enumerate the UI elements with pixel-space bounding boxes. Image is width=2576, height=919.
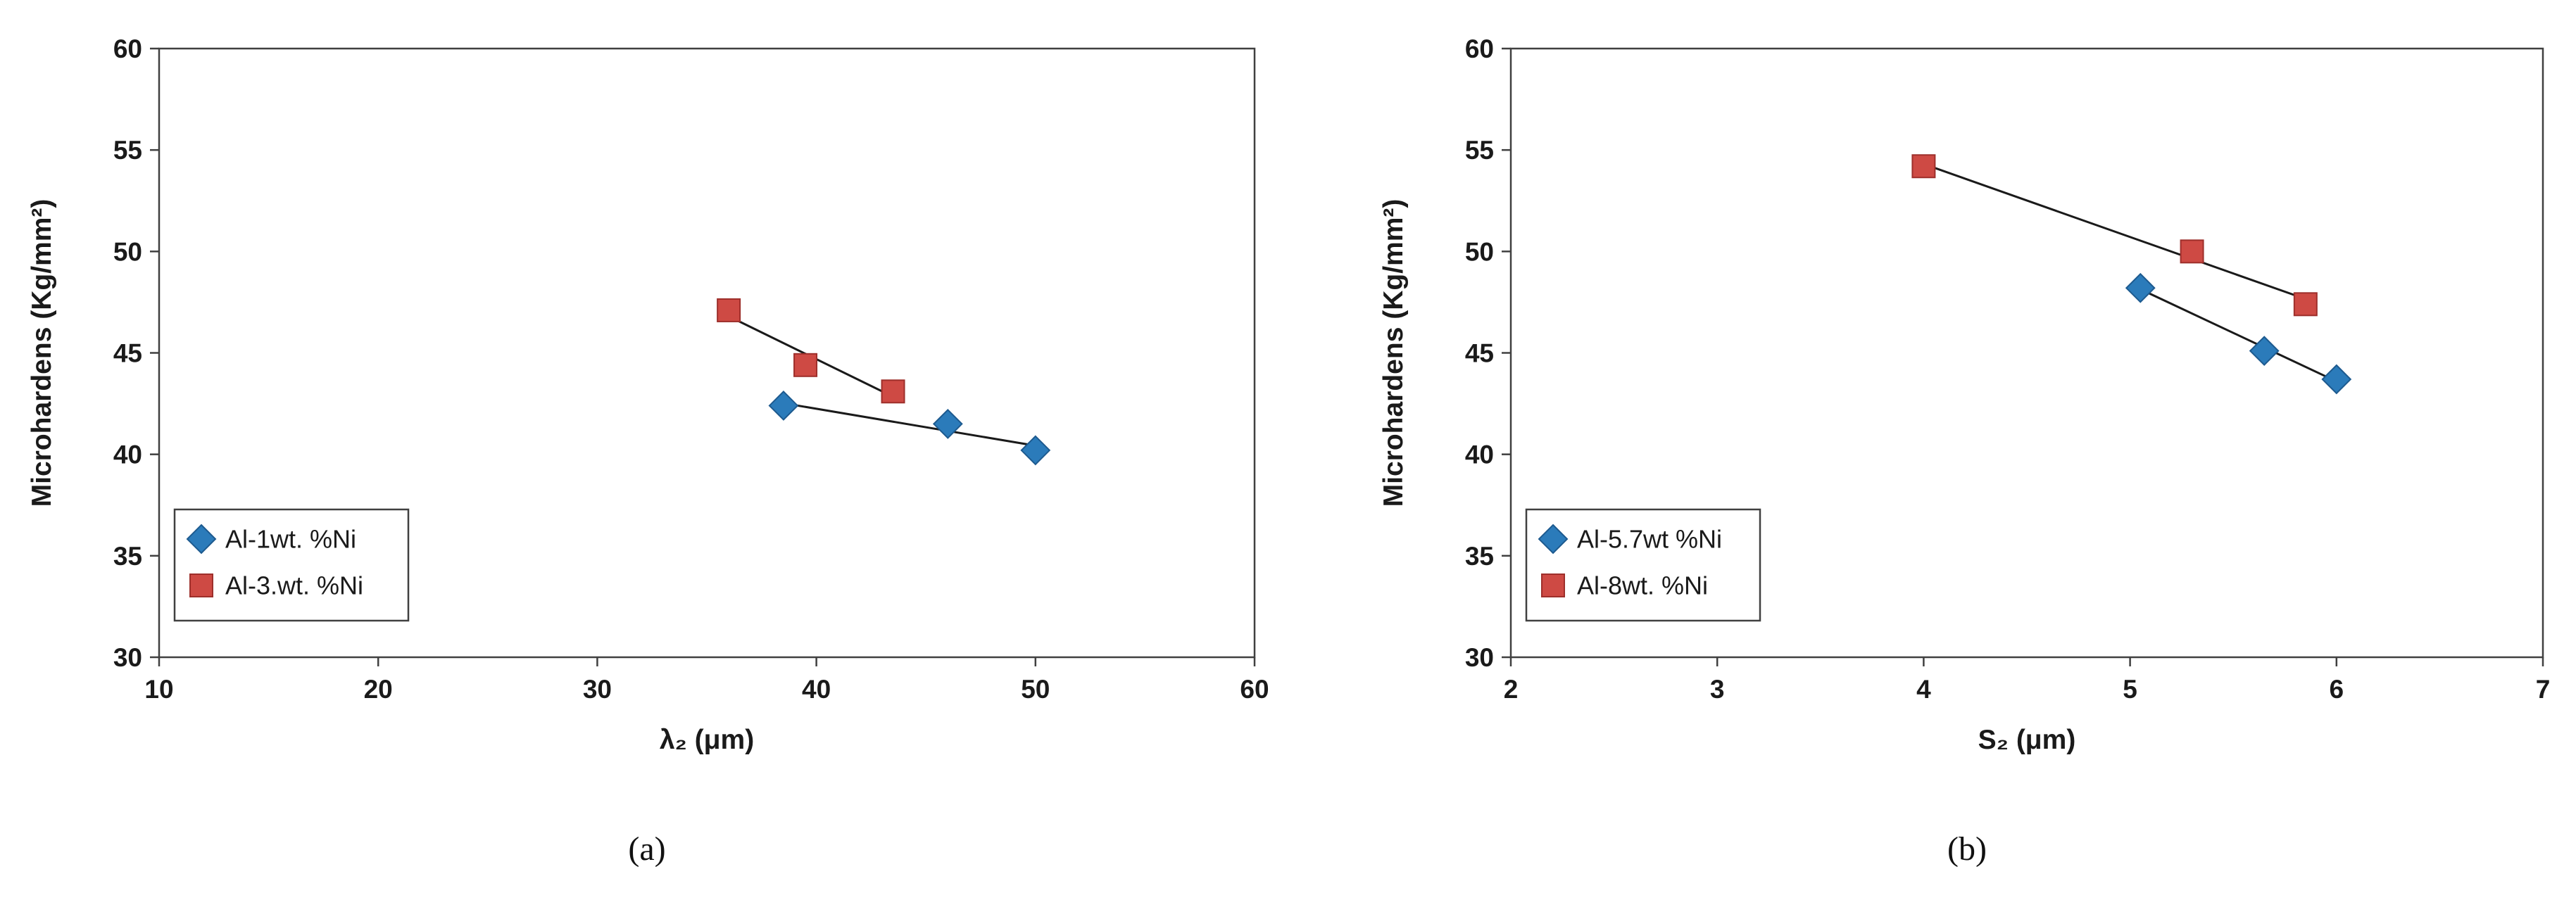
legend-label: Al-8wt. %Ni: [1577, 571, 1708, 600]
x-tick-label: 30: [583, 675, 612, 704]
y-tick-label: 35: [1465, 542, 1494, 571]
y-tick-label: 35: [113, 542, 142, 571]
data-point-diamond: [2321, 364, 2352, 395]
chart-b-caption: (b): [1947, 830, 1987, 868]
legend-label: Al-3.wt. %Ni: [225, 571, 363, 600]
trendline: [2140, 288, 2337, 383]
y-tick-label: 60: [1465, 34, 1494, 63]
x-tick-label: 7: [2536, 675, 2551, 704]
x-tick-label: 50: [1021, 675, 1050, 704]
legend-label: Al-1wt. %Ni: [225, 525, 356, 554]
data-point-diamond: [932, 409, 963, 439]
chart-b-canvas: 30 35 40 45 50 55 60 2 3 4 5 6 7 S₂ (μm) Microhardens …: [1369, 10, 2565, 773]
data-point-diamond: [2249, 336, 2280, 367]
data-point-square: [189, 573, 213, 597]
data-point-square: [1541, 573, 1565, 597]
data-point-square: [2180, 239, 2204, 264]
legend-box: [1525, 508, 1761, 622]
x-tick-label: 2: [1504, 675, 1519, 704]
x-tick-label: 4: [1916, 675, 1931, 704]
data-point-square: [793, 353, 818, 377]
data-point-diamond: [1020, 435, 1051, 466]
x-tick-label: 40: [802, 675, 831, 704]
series: [1911, 154, 2318, 317]
x-axis: 2 3 4 5 6 7: [1504, 657, 2551, 704]
y-tick-label: 55: [113, 136, 142, 165]
chart-b: 30 35 40 45 50 55 60 2 3 4 5 6 7 S₂ (μm) Microhardens …: [1369, 10, 2565, 866]
x-axis-title: S₂ (μm): [1978, 725, 2076, 755]
x-tick-label: 60: [1240, 675, 1269, 704]
y-tick-label: 45: [113, 338, 142, 367]
y-tick-label: 40: [113, 441, 142, 469]
y-tick-label: 30: [113, 643, 142, 672]
legend: Al-1wt. %Ni Al-3.wt. %Ni: [173, 508, 410, 622]
data-point-diamond: [768, 391, 799, 421]
x-tick-label: 6: [2330, 675, 2344, 704]
legend-label: Al-5.7wt %Ni: [1577, 525, 1722, 554]
data-point-diamond: [2125, 272, 2156, 303]
y-tick-label: 40: [1465, 441, 1494, 469]
y-tick-label: 50: [1465, 237, 1494, 266]
y-tick-label: 55: [1465, 136, 1494, 165]
legend-box: [173, 508, 410, 622]
x-tick-label: 20: [364, 675, 393, 704]
x-axis: 10 20 30 40 50 60: [144, 657, 1269, 704]
chart-a-canvas: 30 35 40 45 50 55 60 10 20 30 40 50 60 λ₂ (μm) Microha…: [17, 10, 1277, 773]
x-tick-label: 10: [144, 675, 173, 704]
data-point-diamond: [1538, 524, 1569, 554]
x-axis-title: λ₂ (μm): [660, 725, 754, 755]
y-tick-label: 50: [113, 237, 142, 266]
data-point-square: [881, 379, 905, 404]
charts-row: 30 35 40 45 50 55 60 10 20 30 40 50 60 λ₂ (μm) Microha…: [17, 10, 2576, 866]
x-tick-label: 3: [1710, 675, 1725, 704]
trendline: [1923, 163, 2306, 300]
series: [768, 391, 1051, 466]
y-tick-label: 30: [1465, 643, 1494, 672]
legend: Al-5.7wt %Ni Al-8wt. %Ni: [1525, 508, 1761, 622]
chart-a-caption: (a): [628, 830, 666, 868]
legend-entry: Al-3.wt. %Ni: [189, 571, 363, 600]
x-tick-label: 5: [2123, 675, 2137, 704]
legend-entry: Al-8wt. %Ni: [1541, 571, 1708, 600]
legend-entry: Al-5.7wt %Ni: [1538, 524, 1722, 554]
y-axis: 30 35 40 45 50 55 60: [113, 34, 159, 672]
data-point-square: [717, 298, 741, 322]
chart-a: 30 35 40 45 50 55 60 10 20 30 40 50 60 λ₂ (μm) Microha…: [17, 10, 1277, 866]
y-axis-title: Microhardens (Kg/mm²): [27, 199, 57, 507]
data-point-square: [1911, 154, 1936, 179]
data-point-square: [2293, 292, 2318, 317]
series: [2125, 272, 2352, 395]
chart-svg: 30 35 40 45 50 55 60 10 20 30 40 50 60 λ₂ (μm) Microha…: [27, 34, 1269, 755]
legend-entry: Al-1wt. %Ni: [186, 524, 356, 554]
y-axis: 30 35 40 45 50 55 60: [1465, 34, 1511, 672]
data-point-diamond: [186, 524, 217, 554]
y-axis-title: Microhardens (Kg/mm²): [1378, 199, 1409, 507]
trendline: [783, 402, 1036, 447]
y-tick-label: 60: [113, 34, 142, 63]
series: [717, 298, 905, 404]
y-tick-label: 45: [1465, 338, 1494, 367]
